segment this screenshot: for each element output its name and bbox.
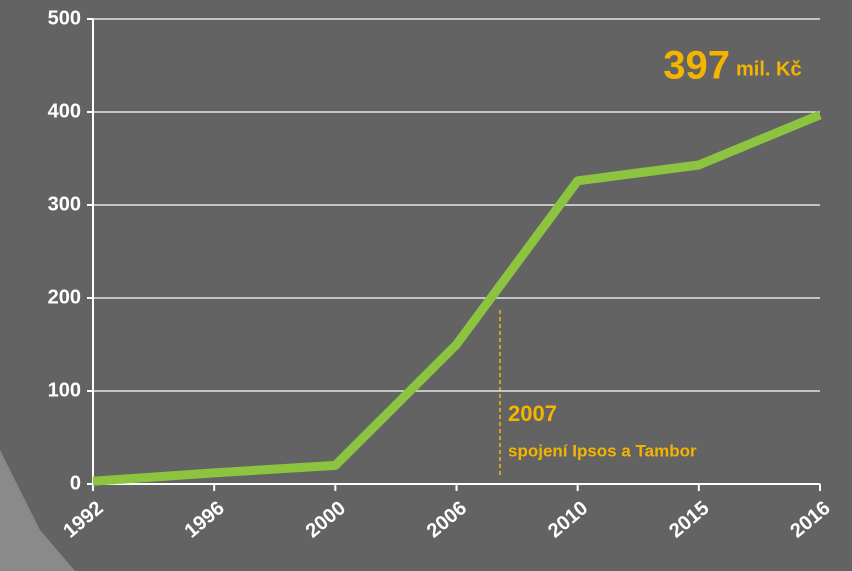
y-tick-label: 400	[48, 100, 81, 122]
data-line	[92, 110, 822, 486]
annotation-text: spojení Ipsos a Tambor	[508, 441, 697, 460]
y-tick-label: 300	[48, 193, 81, 215]
annotation-year: 2007	[508, 401, 557, 426]
y-tick-label: 500	[48, 7, 81, 29]
y-tick-label: 200	[48, 286, 81, 308]
value-label: 397	[663, 44, 730, 88]
y-tick-label: 100	[48, 379, 81, 401]
unit-label: mil. Kč	[736, 58, 802, 80]
y-tick-label: 0	[70, 472, 81, 494]
corner-shape	[0, 450, 75, 571]
